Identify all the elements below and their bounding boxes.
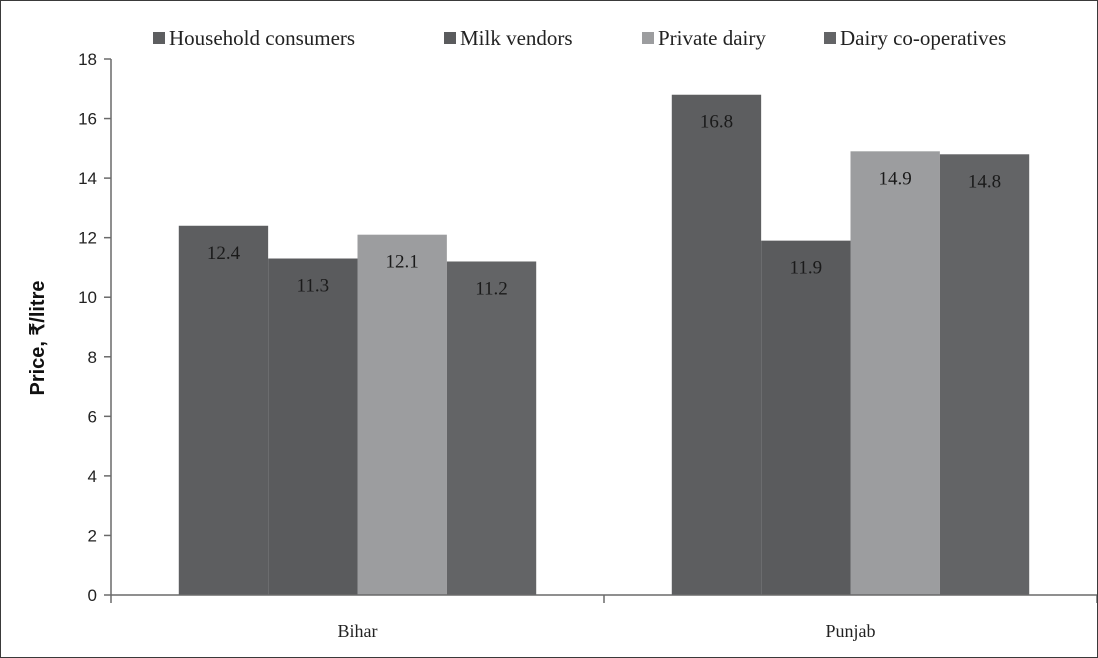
- bar: [850, 151, 940, 596]
- plot-area: 12.4 11.3 12.1 11.2 16.8 11.9 14.9 14.8: [178, 94, 1030, 596]
- y-axis-title: Price, ₹/litre: [27, 281, 49, 396]
- y-tick-label: 12: [78, 229, 97, 248]
- bar-data-label: 16.8: [700, 112, 733, 133]
- y-tick-label: 18: [78, 50, 97, 69]
- bar: [268, 258, 358, 595]
- bar: [761, 240, 851, 595]
- x-category-label: Bihar: [338, 621, 378, 641]
- y-tick-label: 14: [78, 169, 97, 188]
- bar-data-label: 14.8: [968, 171, 1001, 192]
- legend-swatch: [642, 32, 654, 44]
- legend-label: Milk vendors: [460, 26, 573, 50]
- legend-swatch: [824, 32, 836, 44]
- legend-label: Private dairy: [658, 26, 766, 50]
- x-category-label: Punjab: [825, 621, 875, 641]
- bar-data-label: 14.9: [879, 168, 912, 189]
- bar: [446, 261, 537, 595]
- y-tick-label: 6: [88, 407, 97, 426]
- x-axis: Bihar Punjab: [110, 594, 1097, 641]
- bar-data-label: 11.3: [297, 276, 330, 297]
- y-tick-label: 8: [88, 348, 97, 367]
- y-tick-label: 0: [88, 586, 97, 605]
- y-axis: 0 2 4 6 8 10 12 14 16 18: [78, 50, 112, 605]
- bar: [357, 234, 447, 595]
- bar-data-label: 11.2: [475, 278, 508, 299]
- y-tick-label: 4: [88, 467, 97, 486]
- bar: [671, 94, 762, 595]
- legend-swatch: [444, 32, 456, 44]
- y-tick-label: 10: [78, 288, 97, 307]
- bar: [939, 154, 1030, 596]
- y-tick-label: 2: [88, 526, 97, 545]
- bar: [178, 225, 269, 595]
- legend-swatch: [153, 32, 165, 44]
- legend-label: Household consumers: [169, 26, 355, 50]
- bar-data-label: 11.9: [790, 258, 823, 279]
- bar-data-label: 12.4: [207, 243, 241, 264]
- y-tick-label: 16: [78, 110, 97, 129]
- bar-data-label: 12.1: [386, 252, 419, 273]
- legend: Household consumers Milk vendors Private d…: [153, 26, 1006, 50]
- legend-label: Dairy co-operatives: [840, 26, 1006, 50]
